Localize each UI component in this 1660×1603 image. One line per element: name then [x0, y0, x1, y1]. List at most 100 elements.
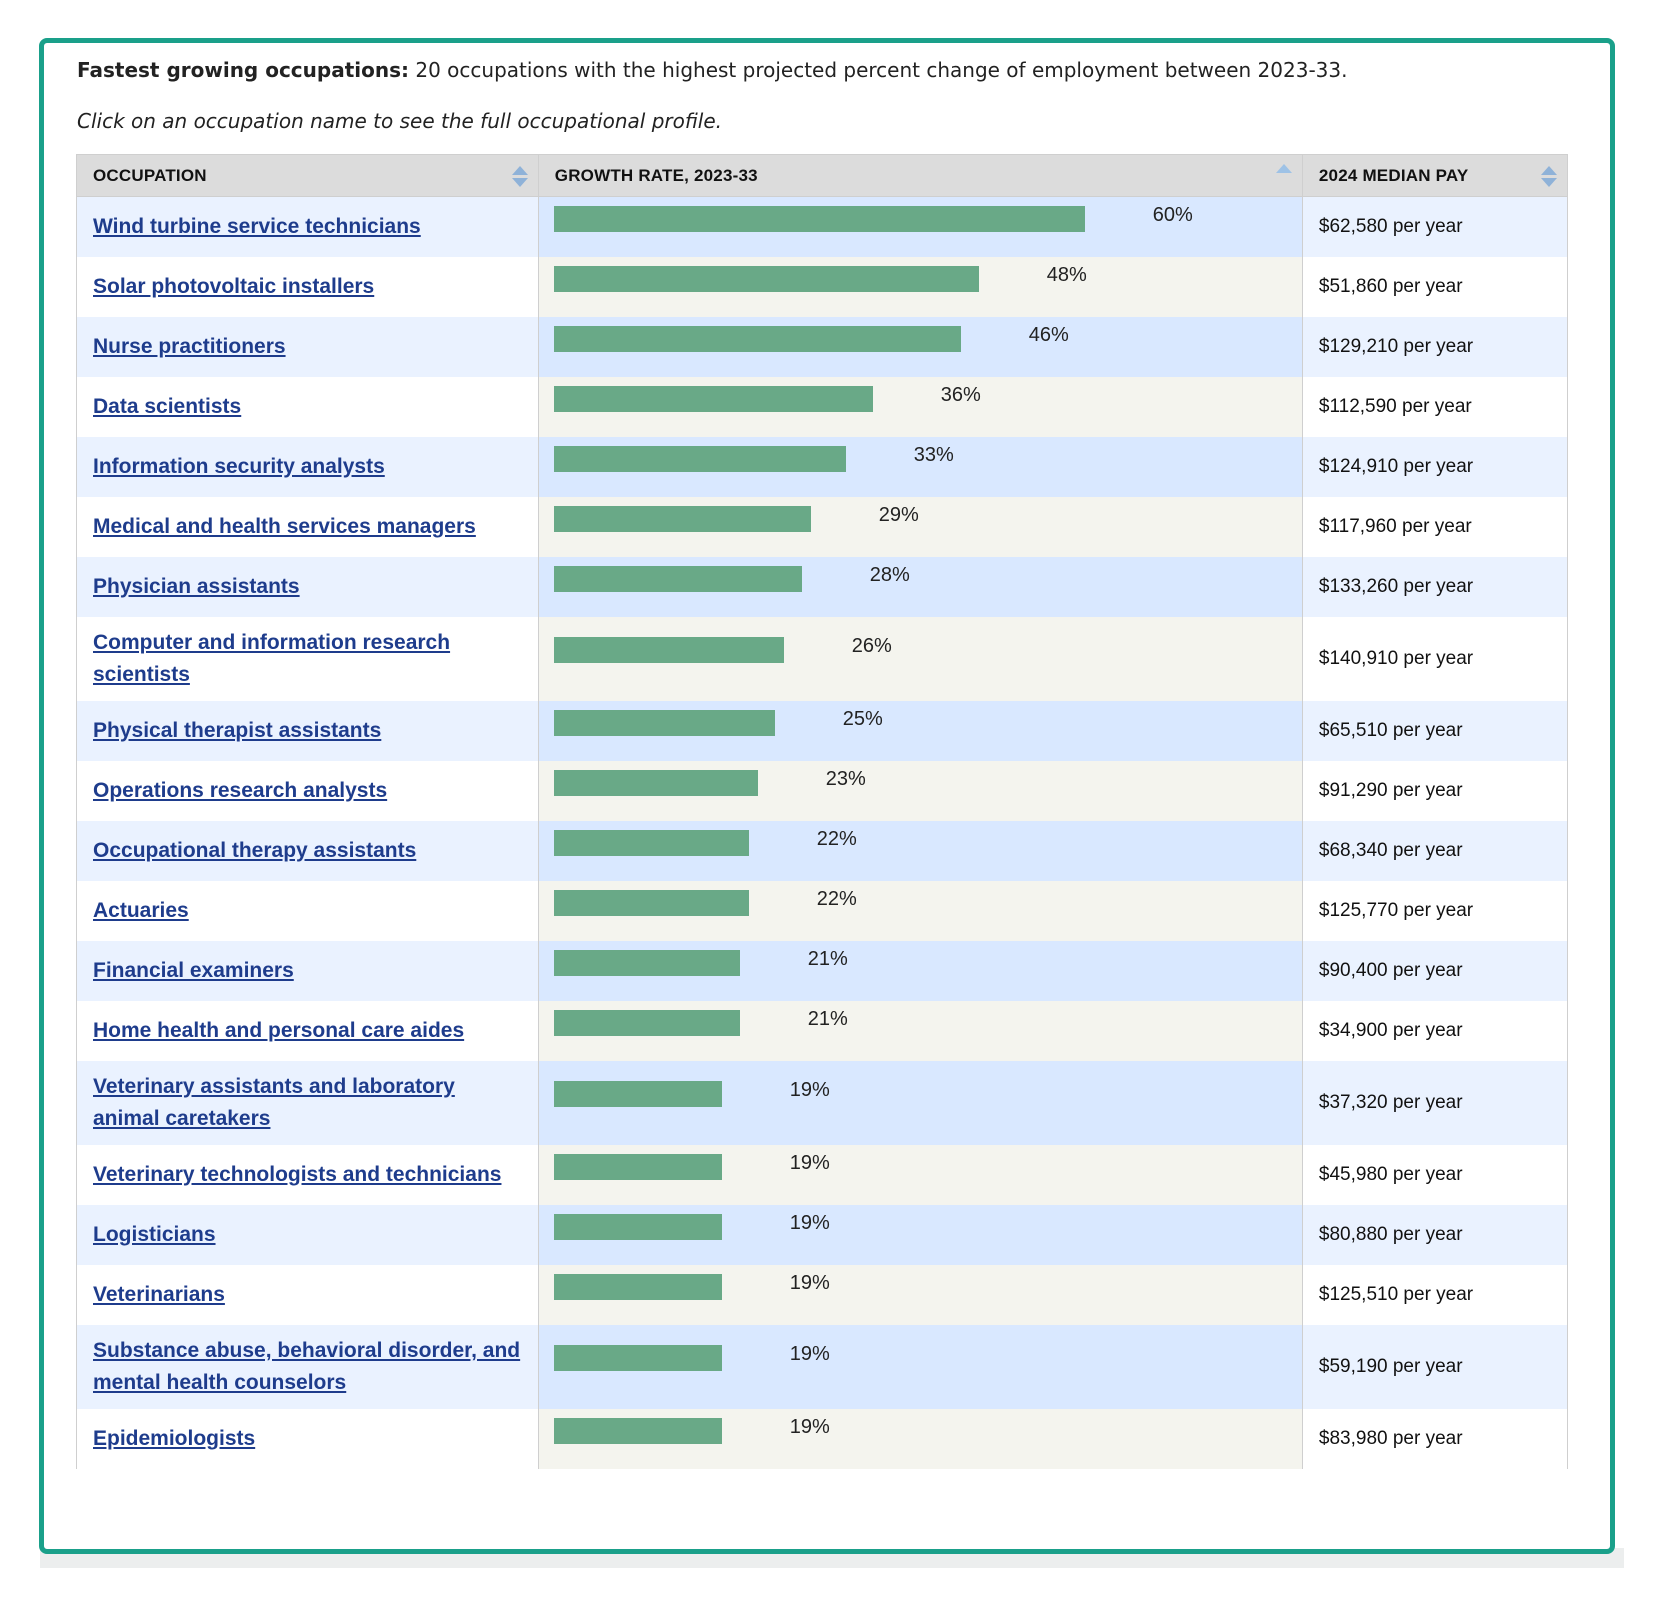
growth-bar — [553, 949, 740, 976]
header-occupation[interactable]: OCCUPATION — [76, 154, 539, 197]
growth-cell: 19% — [537, 1324, 1303, 1409]
occupation-link[interactable]: Data scientists — [93, 394, 242, 418]
growth-label: 22% — [816, 827, 857, 850]
growth-bar — [553, 445, 846, 472]
occupation-link[interactable]: Substance abuse, behavioral disorder, an… — [93, 1338, 521, 1394]
growth-cell: 22% — [537, 880, 1303, 941]
median-pay-cell: $34,900 per year — [1301, 1000, 1569, 1061]
sort-ascending-icon[interactable] — [1275, 164, 1292, 186]
median-pay-cell: $37,320 per year — [1301, 1060, 1569, 1145]
table-row: Computer and information research scient… — [76, 616, 1569, 701]
occupation-link[interactable]: Computer and information research scient… — [93, 630, 451, 686]
growth-cell: 21% — [537, 940, 1303, 1001]
occupation-link[interactable]: Wind turbine service technicians — [93, 214, 421, 238]
sort-icon[interactable] — [1541, 166, 1557, 188]
table-row: Veterinary assistants and laboratory ani… — [76, 1060, 1569, 1145]
median-pay-cell: $133,260 per year — [1301, 556, 1569, 617]
median-pay-cell: $51,860 per year — [1301, 256, 1569, 317]
growth-cell: 19% — [537, 1060, 1303, 1145]
table-row: Data scientists 36% $112,590 per year — [76, 376, 1569, 437]
instruction-note: Click on an occupation name to see the f… — [77, 109, 722, 133]
occupation-link[interactable]: Veterinary technologists and technicians — [93, 1162, 502, 1186]
occupation-cell: Information security analysts — [76, 436, 539, 497]
occupation-link[interactable]: Physician assistants — [93, 574, 300, 598]
median-pay-cell: $91,290 per year — [1301, 760, 1569, 821]
growth-bar — [553, 505, 811, 532]
table-row: Epidemiologists 19% $83,980 per year — [76, 1408, 1569, 1469]
growth-bar — [553, 1213, 722, 1240]
growth-label: 19% — [789, 1078, 830, 1101]
occupation-cell: Veterinary technologists and technicians — [76, 1144, 539, 1205]
occupation-cell: Epidemiologists — [76, 1408, 539, 1469]
table-row: Home health and personal care aides 21% $3… — [76, 1000, 1569, 1061]
table-row: Solar photovoltaic installers 48% $51,860 … — [76, 256, 1569, 317]
fastest-growing-panel: Fastest growing occupations: 20 occupati… — [39, 38, 1615, 1554]
growth-bar — [553, 325, 961, 352]
occupation-link[interactable]: Operations research analysts — [93, 778, 388, 802]
table-row: Veterinarians 19% $125,510 per year — [76, 1264, 1569, 1325]
growth-label: 19% — [789, 1342, 830, 1365]
header-pay-label: 2024 MEDIAN PAY — [1318, 165, 1469, 185]
occupation-cell: Occupational therapy assistants — [76, 820, 539, 881]
occupation-cell: Data scientists — [76, 376, 539, 437]
occupation-link[interactable]: Home health and personal care aides — [93, 1018, 465, 1042]
growth-label: 46% — [1028, 323, 1069, 346]
occupation-link[interactable]: Physical therapist assistants — [93, 718, 382, 742]
growth-bar — [553, 565, 802, 592]
occupation-link[interactable]: Financial examiners — [93, 958, 294, 982]
table-row: Occupational therapy assistants 22% $68,34… — [76, 820, 1569, 881]
occupations-table: OCCUPATION GROWTH RATE, 2023-33 2024 MED… — [76, 154, 1569, 1469]
growth-cell: 25% — [537, 700, 1303, 761]
table-row: Physical therapist assistants 25% $65,510 … — [76, 700, 1569, 761]
growth-label: 23% — [825, 767, 866, 790]
sort-icon[interactable] — [511, 166, 528, 188]
occupation-cell: Veterinarians — [76, 1264, 539, 1325]
median-pay-cell: $68,340 per year — [1301, 820, 1569, 881]
median-pay-cell: $59,190 per year — [1301, 1324, 1569, 1409]
median-pay-cell: $112,590 per year — [1301, 376, 1569, 437]
table-header-row: OCCUPATION GROWTH RATE, 2023-33 2024 MED… — [76, 154, 1569, 197]
table-row: Logisticians 19% $80,880 per year — [76, 1204, 1569, 1265]
occupation-cell: Home health and personal care aides — [76, 1000, 539, 1061]
growth-bar — [553, 1344, 722, 1371]
table-row: Actuaries 22% $125,770 per year — [76, 880, 1569, 941]
growth-label: 19% — [789, 1151, 830, 1174]
occupation-link[interactable]: Information security analysts — [93, 454, 385, 478]
growth-cell: 19% — [537, 1204, 1303, 1265]
table-row: Nurse practitioners 46% $129,210 per year — [76, 316, 1569, 377]
growth-cell: 21% — [537, 1000, 1303, 1061]
growth-bar — [553, 1273, 722, 1300]
growth-bar — [553, 769, 758, 796]
growth-label: 19% — [789, 1271, 830, 1294]
occupation-link[interactable]: Logisticians — [93, 1222, 216, 1246]
growth-cell: 19% — [537, 1144, 1303, 1205]
growth-cell: 19% — [537, 1264, 1303, 1325]
occupation-link[interactable]: Actuaries — [93, 898, 189, 922]
growth-bar — [553, 889, 749, 916]
growth-cell: 46% — [537, 316, 1303, 377]
occupation-cell: Medical and health services managers — [76, 496, 539, 557]
table-row: Operations research analysts 23% $91,290 p… — [76, 760, 1569, 821]
occupation-link[interactable]: Veterinarians — [93, 1282, 225, 1306]
occupation-link[interactable]: Solar photovoltaic installers — [93, 274, 375, 298]
intro-text: Fastest growing occupations: 20 occupati… — [77, 55, 1347, 85]
median-pay-cell: $125,510 per year — [1301, 1264, 1569, 1325]
occupation-link[interactable]: Nurse practitioners — [93, 334, 286, 358]
median-pay-cell: $90,400 per year — [1301, 940, 1569, 1001]
growth-bar — [553, 1009, 740, 1036]
occupation-link[interactable]: Epidemiologists — [93, 1426, 256, 1450]
occupation-link[interactable]: Occupational therapy assistants — [93, 838, 417, 862]
header-median-pay[interactable]: 2024 MEDIAN PAY — [1301, 154, 1569, 197]
occupation-cell: Physical therapist assistants — [76, 700, 539, 761]
occupation-cell: Logisticians — [76, 1204, 539, 1265]
median-pay-cell: $140,910 per year — [1301, 616, 1569, 701]
occupation-cell: Veterinary assistants and laboratory ani… — [76, 1060, 539, 1145]
header-growth-rate[interactable]: GROWTH RATE, 2023-33 — [537, 154, 1303, 197]
occupation-link[interactable]: Veterinary assistants and laboratory ani… — [93, 1074, 455, 1130]
growth-label: 60% — [1152, 204, 1193, 226]
occupation-link[interactable]: Medical and health services managers — [93, 514, 476, 538]
growth-label: 26% — [851, 634, 892, 657]
header-occupation-label: OCCUPATION — [93, 165, 207, 185]
growth-cell: 28% — [537, 556, 1303, 617]
growth-bar — [553, 1080, 722, 1107]
